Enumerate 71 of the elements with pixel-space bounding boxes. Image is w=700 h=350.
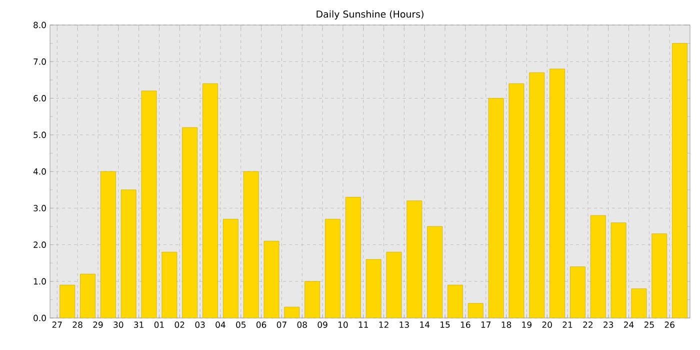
- bar: [652, 234, 668, 318]
- y-tick-label: 4.0: [33, 168, 46, 175]
- bar: [468, 303, 484, 318]
- x-tick-label: 31: [134, 322, 144, 328]
- x-tick-label: 26: [664, 322, 674, 328]
- x-tick-label: 23: [604, 322, 614, 328]
- x-tick-label: 15: [440, 322, 450, 328]
- bar: [162, 252, 178, 318]
- bar: [304, 281, 320, 318]
- x-tick-label: 10: [338, 322, 348, 328]
- x-tick-label: 12: [379, 322, 388, 328]
- x-tick-label: 18: [502, 322, 512, 328]
- bar: [672, 43, 688, 318]
- bar: [202, 83, 218, 318]
- bar: [550, 68, 566, 318]
- x-tick-label: 11: [358, 322, 368, 328]
- bar: [570, 266, 586, 318]
- x-tick-label: 28: [72, 322, 82, 328]
- x-tick-label: 03: [195, 322, 205, 328]
- x-tick-label: 20: [542, 322, 552, 328]
- x-tick-label: 27: [52, 322, 62, 328]
- y-tick-label: 6.0: [34, 95, 46, 102]
- x-tick-label: 19: [522, 322, 532, 328]
- bar: [488, 98, 504, 318]
- bar: [590, 215, 606, 318]
- x-tick-label: 07: [276, 322, 286, 328]
- bar: [80, 274, 96, 318]
- x-tick-label: 21: [562, 322, 572, 328]
- bar: [141, 90, 157, 318]
- x-tick-label: 02: [174, 322, 184, 328]
- bar: [222, 218, 238, 318]
- bar: [366, 259, 382, 318]
- x-tick-label: 09: [318, 322, 328, 328]
- x-tick-label: 14: [420, 322, 430, 328]
- y-tick-label: 3.0: [34, 204, 46, 212]
- bar: [386, 252, 402, 318]
- y-tick-label: 5.0: [34, 132, 46, 138]
- x-tick-label: 08: [297, 322, 307, 328]
- bar: [243, 171, 259, 318]
- bar: [325, 218, 340, 318]
- y-tick-label: 8.0: [34, 22, 46, 28]
- y-tick-label: 1.0: [34, 278, 46, 285]
- bar: [182, 127, 198, 318]
- x-tick-label: 06: [256, 322, 266, 328]
- bar: [448, 284, 463, 318]
- x-tick-label: 25: [644, 322, 654, 328]
- chart-title: Daily Sunshine (Hours): [316, 10, 424, 20]
- bar: [508, 83, 524, 318]
- x-tick-label: 13: [400, 322, 409, 328]
- bar: [60, 284, 76, 318]
- x-tick-label: 16: [460, 322, 470, 328]
- bar: [610, 222, 626, 318]
- bar: [427, 226, 443, 318]
- y-tick-label: 7.0: [34, 58, 46, 65]
- x-tick-label: 17: [481, 322, 491, 328]
- x-tick-label: 05: [236, 322, 246, 328]
- y-tick-label: 2.0: [34, 242, 46, 248]
- x-tick-label: 04: [216, 322, 226, 328]
- bar: [346, 197, 361, 318]
- bar: [631, 288, 647, 318]
- bar: [529, 72, 545, 318]
- x-tick-label: 29: [93, 322, 103, 328]
- x-tick-label: 24: [624, 322, 634, 328]
- x-tick-label: 30: [114, 322, 124, 328]
- bar: [264, 240, 280, 318]
- bar: [406, 200, 422, 318]
- bar: [120, 190, 136, 318]
- x-tick-label: 22: [583, 322, 592, 328]
- x-tick-label: 01: [154, 322, 164, 328]
- y-tick-label: 0.0: [34, 314, 46, 322]
- bar: [100, 171, 116, 318]
